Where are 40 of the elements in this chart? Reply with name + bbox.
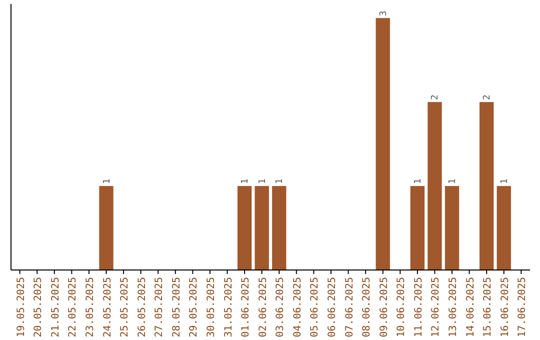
data-label: 1 <box>500 178 510 184</box>
x-tick-label: 02.06.2025 <box>258 277 269 338</box>
x-tick-label: 24.05.2025 <box>102 277 114 338</box>
x-tick-label: 26.05.2025 <box>136 277 148 338</box>
data-label: 1 <box>413 178 424 184</box>
x-tick-label: 10.06.2025 <box>396 277 408 338</box>
x-tick-label: 12.06.2025 <box>430 277 442 338</box>
x-tick-label: 25.05.2025 <box>120 277 131 338</box>
data-label: 1 <box>275 178 286 184</box>
data-label: 3 <box>378 10 389 16</box>
x-tick-label: 19.05.2025 <box>16 277 27 338</box>
data-label: 1 <box>258 178 268 184</box>
x-tick-label: 27.05.2025 <box>154 277 166 338</box>
x-tick-label: 16.06.2025 <box>500 277 511 338</box>
x-tick-label: 22.05.2025 <box>68 277 79 338</box>
x-tick-label: 15.06.2025 <box>482 277 494 338</box>
x-tick-label: 14.06.2025 <box>465 277 476 338</box>
data-label: 1 <box>448 178 458 184</box>
x-tick-label: 21.05.2025 <box>50 277 62 338</box>
x-tick-label: 07.06.2025 <box>344 277 356 338</box>
data-label: 2 <box>482 94 493 100</box>
x-tick-label: 23.05.2025 <box>84 277 96 338</box>
x-tick-label: 20.05.2025 <box>33 277 44 338</box>
x-tick-label: 06.06.2025 <box>327 277 338 338</box>
x-tick-label: 01.06.2025 <box>240 277 252 338</box>
data-label: 1 <box>240 178 251 184</box>
x-tick-label: 31.05.2025 <box>223 277 234 338</box>
data-label: 1 <box>102 178 112 184</box>
data-label: 2 <box>430 94 441 100</box>
x-tick-label: 09.06.2025 <box>378 277 390 338</box>
x-tick-label: 30.05.2025 <box>206 277 217 338</box>
x-tick-label: 11.06.2025 <box>413 277 424 338</box>
x-tick-label: 08.06.2025 <box>362 277 373 338</box>
x-tick-label: 28.05.2025 <box>171 277 182 338</box>
x-tick-label: 29.05.2025 <box>188 277 200 338</box>
x-tick-label: 03.06.2025 <box>275 277 286 338</box>
x-tick-label: 13.06.2025 <box>448 277 460 338</box>
x-tick-label: 17.06.2025 <box>517 277 528 338</box>
x-tick-label: 04.06.2025 <box>292 277 304 338</box>
x-tick-label: 05.06.2025 <box>310 277 321 338</box>
